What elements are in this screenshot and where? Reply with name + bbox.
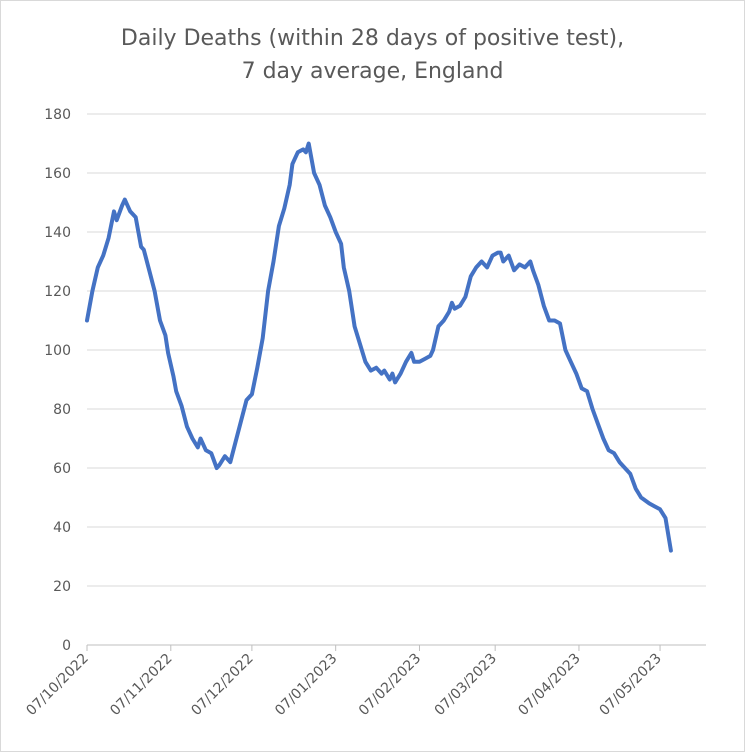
y-tick-label-0: 0 — [62, 638, 71, 654]
x-tick-label-7: 07/05/2023 — [596, 651, 664, 719]
y-tick-label-40: 40 — [53, 520, 71, 536]
x-tick-label-6: 07/04/2023 — [515, 651, 583, 719]
x-tick-label-2: 07/12/2022 — [188, 651, 256, 719]
gridlines — [87, 113, 706, 587]
x-tick-label-0: 07/10/2022 — [23, 651, 91, 719]
y-tick-label-180: 180 — [44, 107, 71, 123]
y-axis-tick-labels: 0 20 40 60 80 100 120 140 160 180 — [44, 107, 71, 654]
x-tick-label-4: 07/02/2023 — [356, 651, 424, 719]
series-line-0 — [85, 141, 673, 553]
y-tick-label-80: 80 — [53, 402, 71, 418]
y-tick-label-60: 60 — [53, 461, 71, 477]
chart-title-line-2: 7 day average, England — [241, 59, 504, 84]
y-tick-label-160: 160 — [44, 166, 71, 182]
y-tick-label-100: 100 — [44, 343, 71, 359]
y-tick-label-120: 120 — [44, 284, 71, 300]
x-axis — [86, 644, 706, 651]
x-tick-label-5: 07/03/2023 — [432, 651, 500, 719]
x-tick-label-1: 07/11/2022 — [107, 651, 175, 719]
chart-title-line-1: Daily Deaths (within 28 days of positive… — [120, 26, 625, 51]
x-tick-label-3: 07/01/2023 — [272, 651, 340, 719]
x-axis-tick-labels: 07/10/2022 07/11/2022 07/12/2022 07/01/2023… — [23, 651, 664, 719]
y-tick-label-140: 140 — [44, 225, 71, 241]
chart-title: Daily Deaths (within 28 days of positive… — [0, 22, 745, 88]
series — [85, 141, 673, 553]
y-tick-label-20: 20 — [53, 579, 71, 595]
